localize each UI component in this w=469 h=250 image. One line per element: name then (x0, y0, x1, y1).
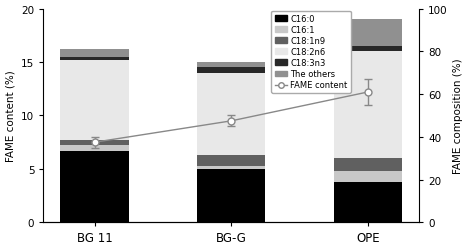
Bar (197, 156, 265, 166)
Bar (334, 47, 402, 52)
Bar (61, 50, 129, 58)
Legend: C16:0, C16:1, C18:1n9, C18:2n6, C18:3n3, The others, FAME content: C16:0, C16:1, C18:1n9, C18:2n6, C18:3n3,… (271, 12, 351, 94)
Bar (61, 151, 129, 222)
Bar (61, 146, 129, 151)
Bar (334, 20, 402, 47)
Bar (197, 68, 265, 73)
Bar (61, 61, 129, 140)
Y-axis label: FAME composition (%): FAME composition (%) (454, 58, 463, 174)
Bar (197, 63, 265, 68)
Bar (334, 172, 402, 182)
Bar (197, 166, 265, 169)
Bar (334, 182, 402, 222)
Bar (334, 52, 402, 158)
Bar (61, 140, 129, 146)
Bar (61, 58, 129, 61)
Y-axis label: FAME content (%): FAME content (%) (6, 70, 15, 162)
Bar (334, 158, 402, 172)
Bar (197, 74, 265, 156)
Bar (197, 169, 265, 222)
